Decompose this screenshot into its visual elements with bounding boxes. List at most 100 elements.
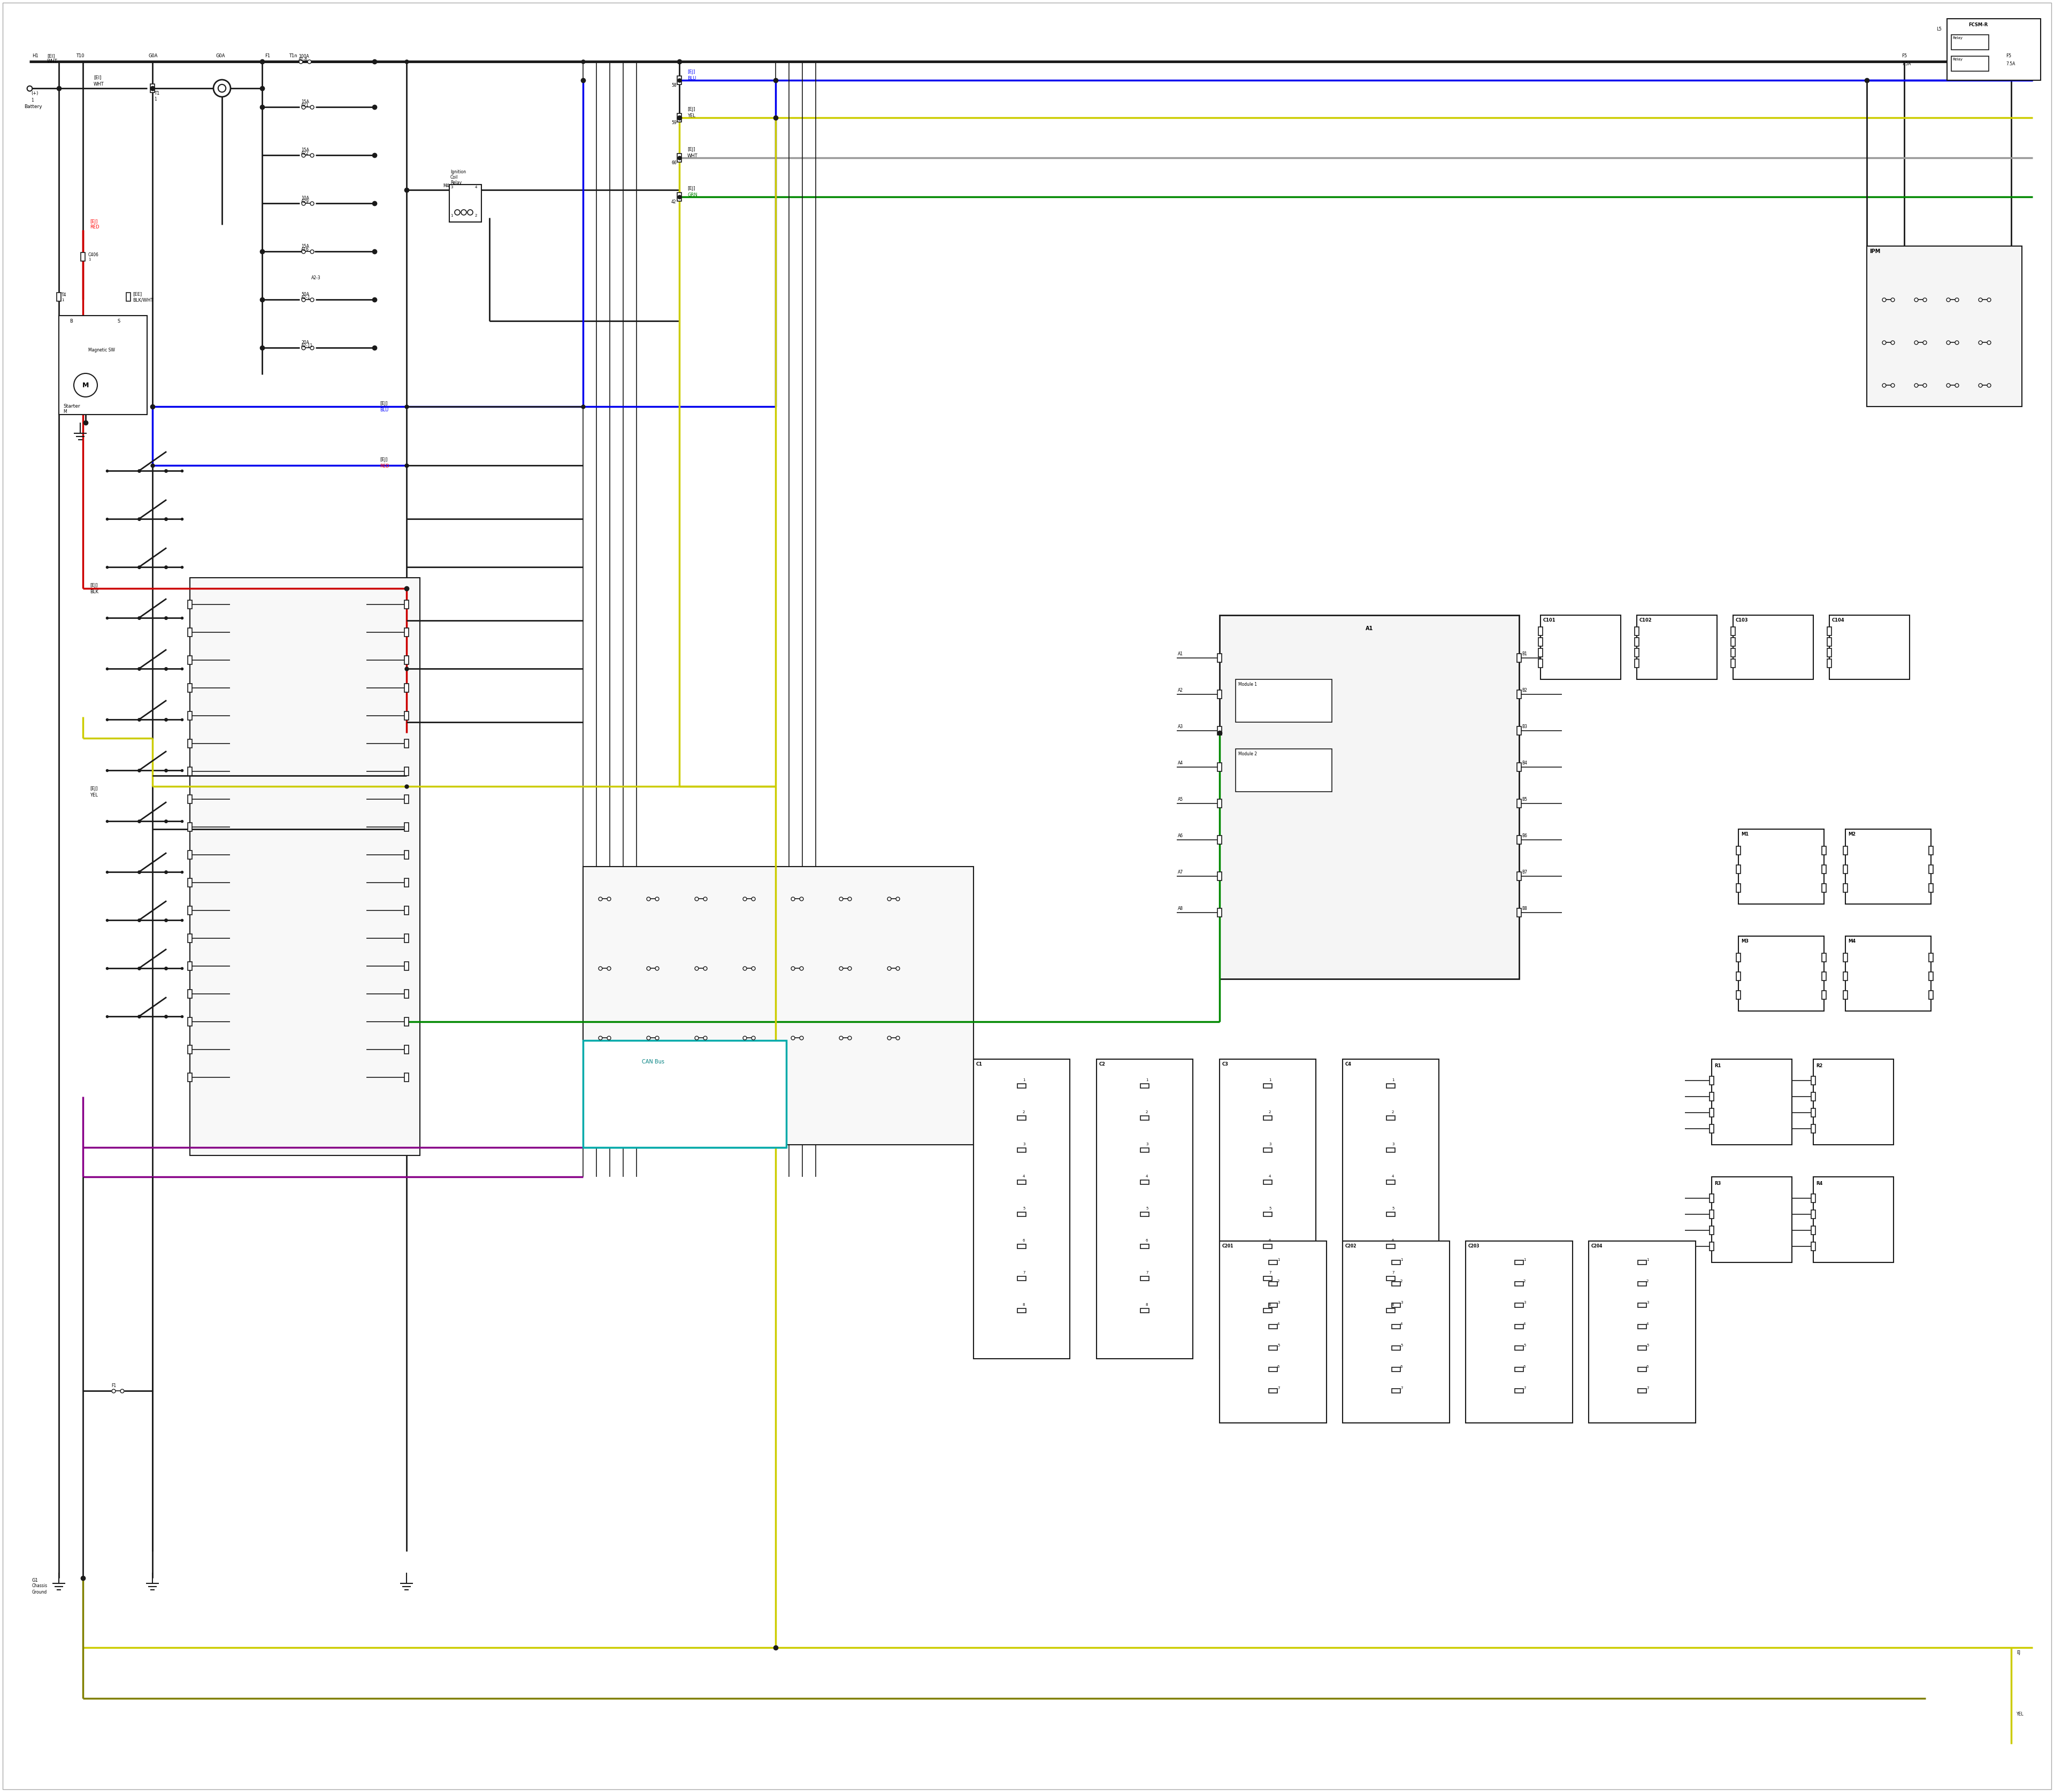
Bar: [1538, 627, 1543, 636]
Bar: [1343, 1242, 1450, 1423]
Bar: [1140, 1116, 1148, 1120]
Bar: [1218, 654, 1222, 663]
Bar: [187, 627, 191, 636]
Bar: [1386, 1084, 1395, 1088]
Text: B8: B8: [1522, 907, 1526, 910]
Bar: [405, 989, 409, 998]
Text: Ground: Ground: [33, 1590, 47, 1595]
Text: M1: M1: [1742, 831, 1748, 837]
Text: M: M: [64, 409, 66, 414]
Bar: [187, 851, 191, 858]
Text: 42: 42: [672, 199, 676, 204]
Bar: [1386, 1308, 1395, 1314]
Text: BLK/WHT: BLK/WHT: [134, 297, 154, 303]
Text: 5: 5: [1393, 1206, 1395, 1210]
Bar: [1637, 615, 1717, 679]
Text: C202: C202: [1345, 1244, 1358, 1249]
Text: B6: B6: [1522, 833, 1526, 839]
Bar: [187, 823, 191, 831]
Text: C104: C104: [1832, 618, 1844, 622]
Bar: [405, 823, 409, 831]
Text: CAN Bus: CAN Bus: [641, 1059, 663, 1064]
Bar: [187, 656, 191, 665]
Circle shape: [74, 373, 97, 396]
Text: F1: F1: [265, 54, 271, 59]
Bar: [405, 683, 409, 692]
Text: 8: 8: [1269, 1303, 1271, 1306]
Text: FCSM-R: FCSM-R: [1968, 23, 1988, 27]
Text: 1: 1: [1023, 1079, 1025, 1082]
Bar: [1263, 1211, 1271, 1217]
Text: 1: 1: [1278, 1258, 1280, 1262]
Bar: [187, 740, 191, 747]
Text: 3: 3: [1401, 1301, 1403, 1305]
Text: 20A: 20A: [302, 340, 308, 346]
Bar: [1393, 1260, 1401, 1265]
Text: WHT: WHT: [94, 82, 105, 86]
Text: 4: 4: [1524, 1322, 1526, 1326]
Text: 10A: 10A: [302, 195, 308, 201]
Bar: [1732, 659, 1736, 668]
Text: A8: A8: [1177, 907, 1183, 910]
Text: Chassis: Chassis: [33, 1584, 47, 1588]
Text: 8: 8: [1146, 1303, 1148, 1306]
Bar: [1097, 1059, 1193, 1358]
Text: 3: 3: [450, 186, 452, 188]
Text: A1-6: A1-6: [298, 57, 308, 63]
Text: 4: 4: [1401, 1322, 1403, 1326]
Bar: [1844, 830, 1931, 903]
Text: F1: F1: [111, 1383, 117, 1389]
Bar: [1929, 846, 1933, 855]
Bar: [1017, 1211, 1025, 1217]
Bar: [1269, 1346, 1278, 1349]
Bar: [678, 192, 682, 201]
Text: A21: A21: [302, 102, 308, 108]
Text: RED: RED: [90, 224, 99, 229]
Text: 2: 2: [1269, 1111, 1271, 1113]
Text: 3: 3: [1393, 1143, 1395, 1145]
Bar: [1828, 638, 1832, 647]
Bar: [1017, 1149, 1025, 1152]
Bar: [187, 878, 191, 887]
Text: 3: 3: [1023, 1143, 1025, 1145]
Text: (+): (+): [31, 91, 39, 95]
Bar: [1951, 56, 1988, 72]
Bar: [1518, 873, 1522, 880]
Bar: [1140, 1276, 1148, 1281]
Text: 2: 2: [1278, 1279, 1280, 1283]
Bar: [187, 934, 191, 943]
Text: [EJ]: [EJ]: [380, 457, 388, 462]
Bar: [1269, 1389, 1278, 1392]
Bar: [1929, 883, 1933, 892]
Bar: [1386, 1211, 1395, 1217]
Bar: [1140, 1084, 1148, 1088]
Text: 4: 4: [1647, 1322, 1649, 1326]
Bar: [187, 1045, 191, 1054]
Bar: [1218, 763, 1222, 771]
Bar: [1393, 1367, 1401, 1371]
Text: 4: 4: [474, 186, 477, 188]
Bar: [1822, 953, 1826, 962]
Text: [EJ]: [EJ]: [688, 147, 694, 152]
Bar: [405, 962, 409, 969]
Bar: [1538, 649, 1543, 658]
Bar: [405, 711, 409, 720]
Bar: [1140, 1181, 1148, 1185]
Bar: [1518, 654, 1522, 663]
Bar: [405, 740, 409, 747]
Text: 6: 6: [1023, 1238, 1025, 1242]
Bar: [1736, 866, 1740, 873]
Bar: [583, 867, 974, 1145]
Text: 4: 4: [1278, 1322, 1280, 1326]
Bar: [1518, 726, 1522, 735]
Text: 4: 4: [1146, 1176, 1148, 1177]
Text: [EJ]: [EJ]: [90, 582, 97, 588]
Text: 2: 2: [1401, 1279, 1403, 1283]
Bar: [1709, 1193, 1713, 1202]
Text: [EJ]: [EJ]: [688, 186, 694, 192]
Text: C4: C4: [1345, 1063, 1352, 1066]
Text: F5: F5: [2007, 54, 2011, 59]
Text: Ignition: Ignition: [450, 170, 466, 174]
Text: 6: 6: [1524, 1366, 1526, 1369]
Text: 7.5A: 7.5A: [1902, 61, 1910, 66]
